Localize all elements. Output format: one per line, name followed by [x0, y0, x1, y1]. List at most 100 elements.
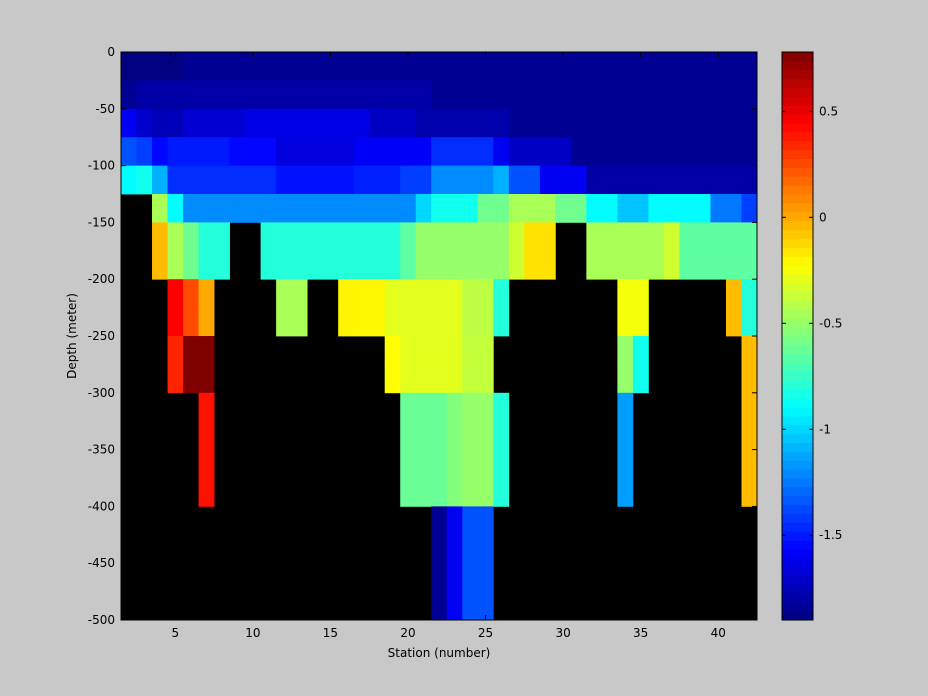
heatmap-cell — [415, 250, 510, 280]
colorbar-swatch — [782, 602, 813, 612]
x-tick-label: 35 — [633, 626, 648, 640]
heatmap-cell — [570, 137, 758, 166]
heatmap-cell — [555, 194, 587, 223]
heatmap-cell — [183, 52, 758, 81]
heatmap-cell — [245, 108, 370, 138]
colorbar-swatch — [782, 318, 813, 328]
colorbar-swatch — [782, 344, 813, 355]
heatmap-cell — [617, 279, 649, 308]
heatmap-cell — [741, 307, 758, 337]
y-tick-label: -350 — [88, 443, 115, 457]
heatmap-cell — [586, 165, 758, 195]
colorbar-swatch — [782, 495, 813, 506]
colorbar-swatch — [782, 566, 813, 577]
heatmap-cell — [415, 194, 432, 223]
colorbar-swatch — [782, 185, 813, 195]
x-axis-ticks: 5 10 15 20 25 30 35 40 — [171, 52, 726, 640]
heatmap-cell — [524, 250, 556, 280]
colorbar-swatch — [782, 256, 813, 266]
heatmap-cell — [276, 279, 308, 308]
heatmap-cell — [601, 222, 665, 252]
x-tick-label: 40 — [711, 626, 726, 640]
heatmap-cell — [136, 80, 432, 110]
colorbar-swatch — [782, 513, 813, 523]
colorbar-swatch — [782, 389, 813, 399]
y-tick-label: 0 — [107, 45, 115, 59]
x-tick-label: 30 — [555, 626, 570, 640]
heatmap-cell — [183, 194, 417, 223]
heatmap-cell — [493, 137, 510, 166]
colorbar-swatch — [782, 140, 813, 151]
heatmap-cell — [508, 108, 758, 138]
colorbar-swatch — [782, 247, 813, 257]
heatmap-cell — [508, 165, 541, 195]
heatmap-cell — [152, 222, 168, 252]
heatmap-cell — [493, 307, 510, 337]
colorbar-swatch — [782, 265, 813, 275]
heatmap-cell — [152, 165, 168, 195]
heatmap-cell — [663, 250, 680, 280]
heatmap-cell — [462, 336, 494, 365]
heatmap-cell — [260, 222, 401, 252]
colorbar-swatch — [782, 105, 813, 115]
colorbar-swatch — [782, 469, 813, 479]
colorbar-swatch — [782, 575, 813, 586]
heatmap-cell — [741, 392, 758, 507]
heatmap-cell — [400, 250, 417, 280]
heatmap-cell — [462, 307, 494, 337]
colorbar-swatch — [782, 78, 813, 89]
heatmap-cell — [617, 336, 634, 365]
colorbar-swatch — [782, 486, 813, 497]
heatmap-cell — [198, 222, 230, 252]
heatmap-cell — [136, 165, 153, 195]
heatmap-cell — [183, 108, 246, 138]
colorbar-swatch — [782, 52, 813, 62]
heatmap-cell — [121, 165, 137, 195]
y-tick-label: -300 — [88, 386, 115, 400]
heatmap-cell — [741, 364, 758, 394]
heatmap-cell — [725, 307, 742, 337]
colorbar-swatch — [782, 593, 813, 603]
heatmap-cell — [183, 364, 215, 394]
heatmap-cell — [353, 165, 401, 195]
x-tick-label: 5 — [171, 626, 179, 640]
colorbar-swatch — [782, 60, 813, 71]
heatmap-cell — [183, 279, 199, 308]
heatmap-cell — [462, 506, 494, 621]
colorbar-swatch — [782, 211, 813, 222]
colorbar-swatch — [782, 557, 813, 568]
colorbar-swatch — [782, 220, 813, 231]
heatmap-cell — [353, 137, 432, 166]
colorbar-swatch — [782, 282, 813, 293]
y-tick-label: -150 — [88, 215, 115, 229]
heatmap-cell — [400, 364, 463, 394]
heatmap-cell — [400, 392, 448, 507]
colorbar-swatch — [782, 549, 813, 559]
colorbar-swatch — [782, 273, 813, 284]
heatmap-cell — [167, 279, 184, 308]
heatmap-cell — [508, 137, 572, 166]
heatmap-cell — [462, 364, 494, 394]
y-axis-label: Depth (meter) — [65, 293, 79, 379]
heatmap-cell — [679, 250, 758, 280]
heatmap-cell — [462, 392, 494, 507]
heatmap-cell — [167, 250, 184, 280]
heatmap-cell — [539, 165, 587, 195]
heatmap-cell — [338, 307, 386, 337]
heatmap-cell — [431, 194, 479, 223]
heatmap-cell — [152, 194, 168, 223]
heatmap-cell — [338, 279, 386, 308]
colorbar-swatch — [782, 353, 813, 364]
heatmap-cell — [229, 137, 277, 166]
colorbar-swatch — [782, 371, 813, 381]
heatmap-cell — [725, 279, 742, 308]
colorbar-swatches — [782, 52, 813, 621]
y-axis-ticks: 0 -50 -100 -150 -200 -250 -300 -350 -400 -450 -500 — [88, 45, 757, 627]
colorbar-swatch — [782, 167, 813, 177]
heatmap-cell — [663, 222, 680, 252]
colorbar-swatch — [782, 398, 813, 408]
colorbar-tick-label: 0 — [819, 210, 827, 224]
heatmap-cell — [183, 336, 215, 365]
heatmap-cell — [167, 194, 184, 223]
heatmap-plot: 5 10 15 20 25 30 35 40 0 -50 -100 -150 -200 -250 -300… — [88, 45, 758, 640]
